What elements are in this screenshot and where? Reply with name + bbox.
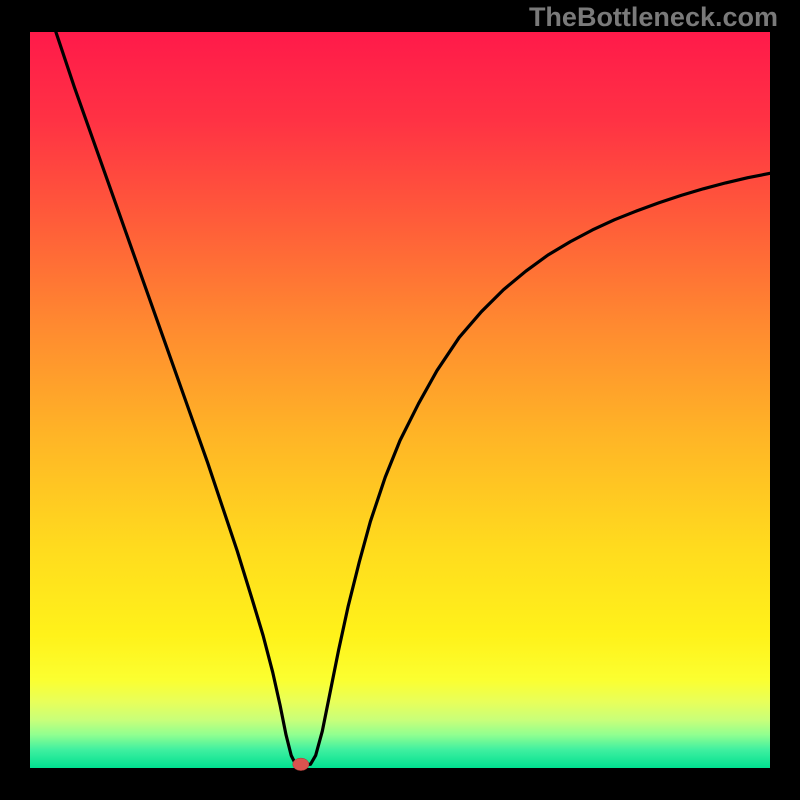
chart-frame: TheBottleneck.com [0,0,800,800]
plot-background [30,32,770,768]
watermark-text: TheBottleneck.com [529,2,778,33]
optimal-point-marker [293,758,309,771]
bottleneck-chart [0,0,800,800]
